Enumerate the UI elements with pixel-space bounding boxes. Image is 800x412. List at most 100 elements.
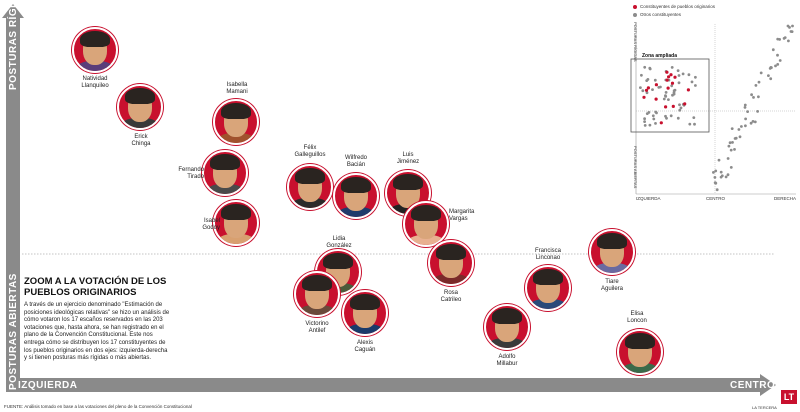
inset-red-dot (669, 73, 673, 77)
inset-gray-dot (776, 63, 780, 66)
inset-red-dot (642, 95, 646, 99)
inset-gray-dot (651, 88, 654, 91)
inset-gray-dot (738, 135, 742, 139)
portrait-label-3: Isabella Mamani (226, 82, 248, 95)
inset-svg (630, 5, 796, 195)
inset-gray-dot (676, 69, 680, 72)
inset-gray-dot (752, 96, 755, 99)
inset-gray-dot (651, 114, 655, 118)
portrait-label-11: Victorino Antilef (305, 321, 329, 334)
portrait-11 (294, 271, 340, 317)
inset-gray-dot (690, 80, 694, 84)
inset-x-right: DERECHA (774, 196, 797, 201)
inset-gray-dot (677, 81, 681, 85)
inset-gray-dot (727, 144, 731, 148)
inset-gray-dot (676, 116, 680, 120)
inset-gray-dot (639, 86, 642, 89)
inset-gray-dot (678, 103, 681, 107)
portrait-label-9: Margarita Vargas (449, 209, 475, 222)
inset-gray-dot (687, 73, 691, 77)
inset-x-left: IZQUIERDA (636, 196, 661, 201)
inset-gray-dot (643, 124, 647, 127)
inset-gray-dot (640, 73, 643, 77)
portrait-label-12: Alexis Caguán (354, 340, 376, 353)
page-title: ZOOM A LA VOTACIÓN DE LOS PUEBLOS ORIGIN… (24, 276, 167, 298)
inset-red-dot (646, 86, 650, 90)
portrait-6 (287, 164, 333, 210)
inset-gray-dot (744, 117, 747, 121)
inset-gray-dot (719, 170, 723, 174)
source-note: FUENTE: Análisis tomado en base a las vo… (4, 404, 192, 409)
inset-gray-dot (694, 84, 697, 87)
portrait-15 (484, 304, 530, 350)
inset-legend-red: Constituyentes de pueblos originarios (640, 4, 716, 9)
inset-red-dot (665, 70, 669, 74)
portrait-7 (333, 173, 379, 219)
inset-y-bottom: POSTURAS ABIERTAS (633, 146, 638, 189)
portrait-label-15: Adolfo Millabur (496, 354, 518, 367)
portrait-label-5: Isabel Godoy (202, 218, 220, 231)
inset-gray-dot (733, 148, 736, 151)
portrait-label-16: Tiare Aguilera (600, 279, 623, 292)
portrait-9 (403, 201, 449, 247)
portrait-14 (525, 265, 571, 311)
inset-gray-dot (715, 188, 719, 192)
inset-gray-dot (713, 176, 717, 179)
inset-gray-dot (778, 59, 782, 62)
inset-red-dot (673, 75, 677, 79)
inset-gray-dot (648, 123, 652, 127)
inset-gray-dot (646, 78, 650, 81)
inset-gray-dot (731, 141, 734, 144)
inset-gray-dot (648, 66, 652, 70)
inset-gray-dot (677, 74, 681, 77)
portrait-label-7: Wilfredo Bacián (344, 155, 367, 168)
inset-gray-dot (754, 84, 758, 87)
inset-gray-dot (789, 30, 793, 33)
inset-gray-dot (730, 127, 734, 130)
inset-gray-dot (776, 53, 779, 57)
inset-gray-dot (750, 93, 753, 97)
inset-gray-dot (770, 66, 773, 69)
inset-gray-dot (670, 66, 674, 69)
inset-gray-dot (694, 75, 697, 79)
portrait-16 (589, 229, 635, 275)
inset-gray-dot (643, 117, 646, 121)
inset-gray-dot (767, 74, 770, 77)
inset-gray-dot (746, 110, 749, 113)
inset-red-dot (670, 81, 675, 85)
inset-gray-dot (743, 103, 747, 107)
portrait-12 (342, 290, 388, 336)
description-text: A través de un ejercicio denominado "Est… (24, 302, 170, 362)
inset-gray-dot (753, 120, 757, 124)
inset-gray-dot (728, 141, 732, 145)
inset-y-top: POSTURAS RÍGIDAS (633, 22, 638, 62)
inset-red-dot (665, 78, 669, 82)
portrait-label-6: Félix Galleguillos (294, 145, 326, 158)
inset-red-dot (659, 121, 663, 125)
inset-gray-dot (720, 174, 724, 178)
inset-gray-dot (645, 112, 649, 115)
inset-gray-dot (740, 125, 743, 128)
portrait-17 (617, 329, 663, 375)
inset-gray-dot (759, 71, 763, 75)
inset-gray-dot (791, 24, 794, 28)
inset-gray-dot (757, 80, 761, 84)
inset-gray-dot (756, 110, 759, 113)
portrait-label-1: Natividad Llanquileo (81, 76, 109, 89)
inset-gray-dot (717, 158, 721, 162)
portrait-label-4: Fernando Tirado (178, 167, 204, 180)
inset-gray-dot (664, 91, 668, 94)
inset-gray-dot (652, 117, 656, 121)
inset-gray-dot (778, 38, 781, 41)
inset-chart (628, 4, 798, 204)
inset-gray-dot (662, 97, 666, 101)
y-label-top: POSTURAS RÍGIDAS (8, 0, 19, 90)
inset-gray-dot (664, 94, 667, 98)
inset-gray-dot (669, 114, 673, 118)
portrait-label-10: Lidia González (326, 236, 352, 249)
inset-gray-dot (645, 91, 649, 95)
inset-red-dot (683, 102, 687, 106)
inset-gray-dot (787, 39, 790, 43)
inset-gray-dot (743, 106, 747, 109)
